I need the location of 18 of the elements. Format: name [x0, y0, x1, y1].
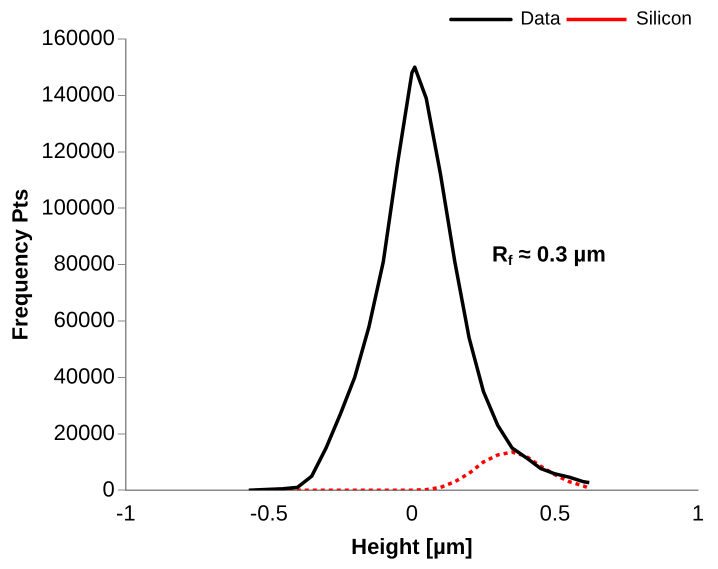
- y-axis-title: Frequency Pts: [7, 188, 32, 340]
- y-tick-label: 20000: [54, 420, 115, 445]
- legend-label: Data: [520, 8, 561, 30]
- x-tick-label: 1: [692, 500, 704, 526]
- x-tick-label: -0.5: [250, 500, 288, 526]
- y-tick-label: 100000: [41, 194, 115, 220]
- y-tick-label: 140000: [41, 81, 115, 106]
- y-tick-label: 160000: [41, 25, 115, 50]
- y-tick-label: 60000: [54, 307, 115, 332]
- y-tick-label: 80000: [54, 250, 115, 276]
- x-axis-title: Height [µm]: [351, 534, 473, 559]
- x-tick-label: -1: [116, 500, 136, 526]
- legend-label: Silicon: [636, 8, 692, 30]
- x-tick-label: 0: [406, 500, 418, 526]
- x-tick-label: 0.5: [540, 500, 570, 526]
- y-tick-label: 120000: [41, 138, 115, 163]
- y-tick-label: 0: [102, 476, 115, 502]
- y-tick-label: 40000: [54, 363, 115, 388]
